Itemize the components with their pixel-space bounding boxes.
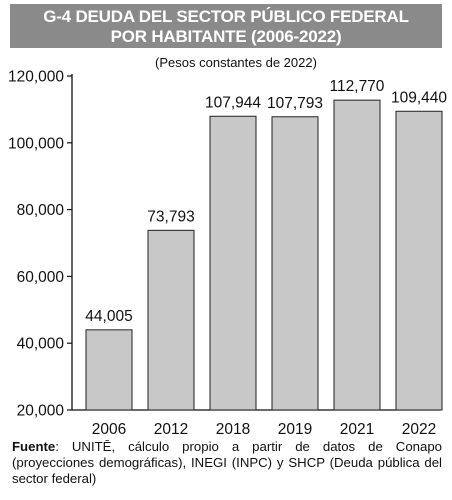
y-tick-label: 100,000 bbox=[8, 135, 64, 152]
bar-value-label: 73,793 bbox=[147, 208, 194, 225]
bar-value-label: 109,440 bbox=[391, 89, 447, 106]
y-tick-label: 60,000 bbox=[17, 269, 65, 286]
y-tick-label: 80,000 bbox=[17, 202, 65, 219]
x-category-label: 2022 bbox=[402, 421, 436, 438]
bar bbox=[271, 116, 319, 411]
source-text: : UNITĒ, cálculo propio a partir de dato… bbox=[12, 439, 442, 486]
y-tick-label: 40,000 bbox=[17, 336, 65, 353]
bar-value-label: 107,944 bbox=[205, 94, 261, 111]
bar bbox=[395, 110, 443, 411]
source-note: Fuente: UNITĒ, cálculo propio a partir d… bbox=[12, 439, 442, 487]
source-label: Fuente bbox=[12, 439, 56, 454]
x-category-label: 2019 bbox=[278, 421, 312, 438]
x-category-label: 2006 bbox=[92, 421, 126, 438]
x-category-label: 2012 bbox=[154, 421, 188, 438]
bar-chart: (Pesos constantes de 2022) 20,000 40,000 60… bbox=[8, 55, 447, 438]
x-category-label: 2018 bbox=[216, 421, 250, 438]
bar bbox=[209, 115, 257, 411]
bar-value-label: 44,005 bbox=[85, 308, 132, 325]
bar bbox=[147, 229, 195, 411]
bar bbox=[333, 99, 381, 411]
y-tick-label: 20,000 bbox=[17, 403, 65, 420]
y-tick-label: 120,000 bbox=[8, 69, 64, 86]
x-category-label: 2021 bbox=[340, 421, 374, 438]
chart-title-bar: G-4 DEUDA DEL SECTOR PÚBLICO FEDERAL POR… bbox=[10, 4, 442, 48]
chart-title-line-1: G-4 DEUDA DEL SECTOR PÚBLICO FEDERAL bbox=[43, 7, 409, 26]
chart-title-line-2: POR HABITANTE (2006-2022) bbox=[110, 27, 342, 46]
bar bbox=[85, 329, 133, 411]
bar-value-label: 107,793 bbox=[267, 95, 323, 112]
chart-subtitle: (Pesos constantes de 2022) bbox=[155, 55, 317, 70]
bar-value-label: 112,770 bbox=[330, 78, 385, 95]
